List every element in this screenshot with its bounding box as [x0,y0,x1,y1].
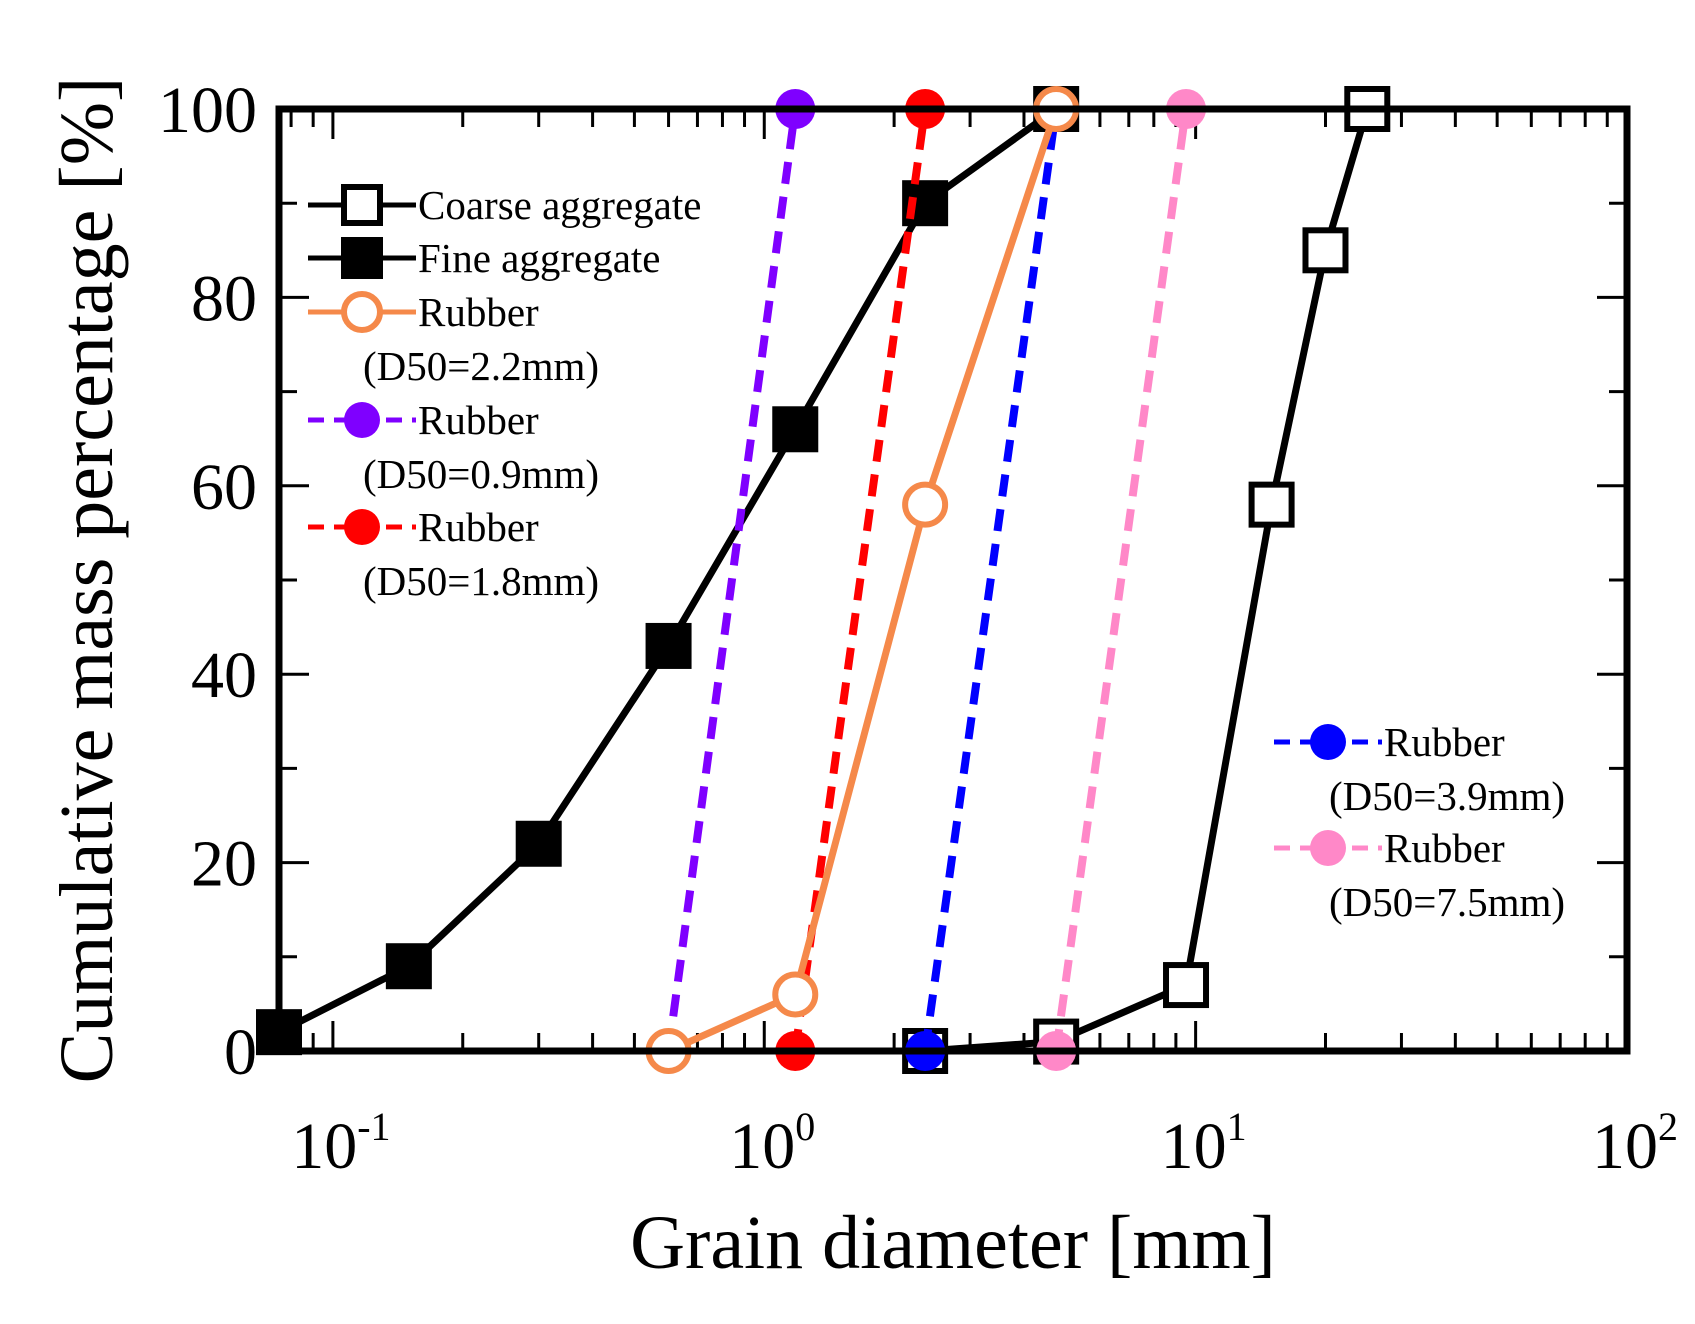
legend-entry: Fine aggregate [308,235,660,281]
data-point [645,622,692,669]
x-tick-label: 10-1 [291,1104,390,1183]
legend-label: Rubber [418,397,539,443]
series-3 [648,89,816,1071]
legend-sublabel: (D50=7.5mm) [1329,879,1565,925]
legend-marker [344,402,380,438]
series-6 [1036,89,1207,1071]
y-tick-label: 40 [191,639,257,712]
legend-sublabel: (D50=3.9mm) [1329,773,1565,819]
data-point [385,943,432,990]
series-line [664,108,800,1052]
series-2 [645,86,1080,1074]
x-tick-base: 10 [1161,1110,1227,1183]
y-tick-label: 0 [224,1016,257,1089]
legend-marker [341,291,383,333]
y-tick-label: 60 [191,451,257,524]
legend-entry: Rubber (D50=0.9mm) [308,397,599,497]
series-4 [775,89,946,1071]
plot-frame [275,105,1631,1055]
legend-label: Rubber [418,289,539,335]
legend-marker [341,184,383,226]
data-point [772,971,819,1018]
y-tick-labels: 0 20 40 60 80 100 [158,74,257,1089]
legend-sublabel: (D50=1.8mm) [363,558,599,604]
x-tick-label: 100 [729,1104,815,1183]
series-line [667,107,1060,1055]
x-tick-label: 101 [1161,1104,1247,1183]
data-point [902,180,949,227]
series-0 [902,86,1391,1074]
x-axis-title: Grain diameter [mm] [630,1201,1276,1285]
legend-label: Rubber [418,504,539,550]
y-tick-label: 20 [191,828,257,901]
legend-label: Coarse aggregate [418,182,701,228]
legend-entry: Rubber (D50=7.5mm) [1274,825,1565,925]
legend-marker [344,509,380,545]
y-axis-title: Cumulative mass percentage [%] [45,77,129,1084]
y-tick-label: 80 [191,262,257,335]
legend-entry: Rubber (D50=1.8mm) [308,504,599,604]
legend-entry: Rubber (D50=3.9mm) [1274,719,1565,819]
legend-marker [341,237,383,279]
x-tick-exponent: -1 [357,1104,390,1149]
legend-sublabel: (D50=2.2mm) [363,343,599,389]
x-tick-exponent: 1 [1227,1104,1247,1149]
data-point [1248,481,1295,528]
legend-label: Rubber [1384,825,1505,871]
legend-label: Rubber [1384,719,1505,765]
data-point [1302,227,1349,274]
legend-label: Fine aggregate [418,235,660,281]
legend-sublabel: (D50=0.9mm) [363,451,599,497]
x-tick-base: 10 [729,1110,795,1183]
x-tick-labels: 10-1 100 101 102 [291,1104,1678,1183]
y-tick-label: 100 [158,74,257,147]
x-tick-base: 10 [291,1110,357,1183]
x-tick-exponent: 0 [795,1104,815,1149]
legend: Coarse aggregate Fine aggregate Rubber (D50… [308,182,1565,925]
series-line [1052,108,1190,1052]
legend-marker [1310,724,1346,760]
legend-entry: Rubber (D50=2.2mm) [308,289,599,389]
data-point [902,481,949,528]
series-line [791,108,930,1052]
legend-marker [1310,830,1346,866]
data-point [515,820,562,867]
series-layer [256,86,1391,1074]
x-tick-label: 102 [1592,1104,1678,1183]
series-line [921,108,1061,1052]
x-tick-base: 10 [1592,1110,1658,1183]
legend-entry: Coarse aggregate [308,182,701,228]
data-point [1163,962,1210,1009]
x-tick-exponent: 2 [1658,1104,1678,1149]
series-5 [905,89,1077,1071]
data-point [772,406,819,453]
